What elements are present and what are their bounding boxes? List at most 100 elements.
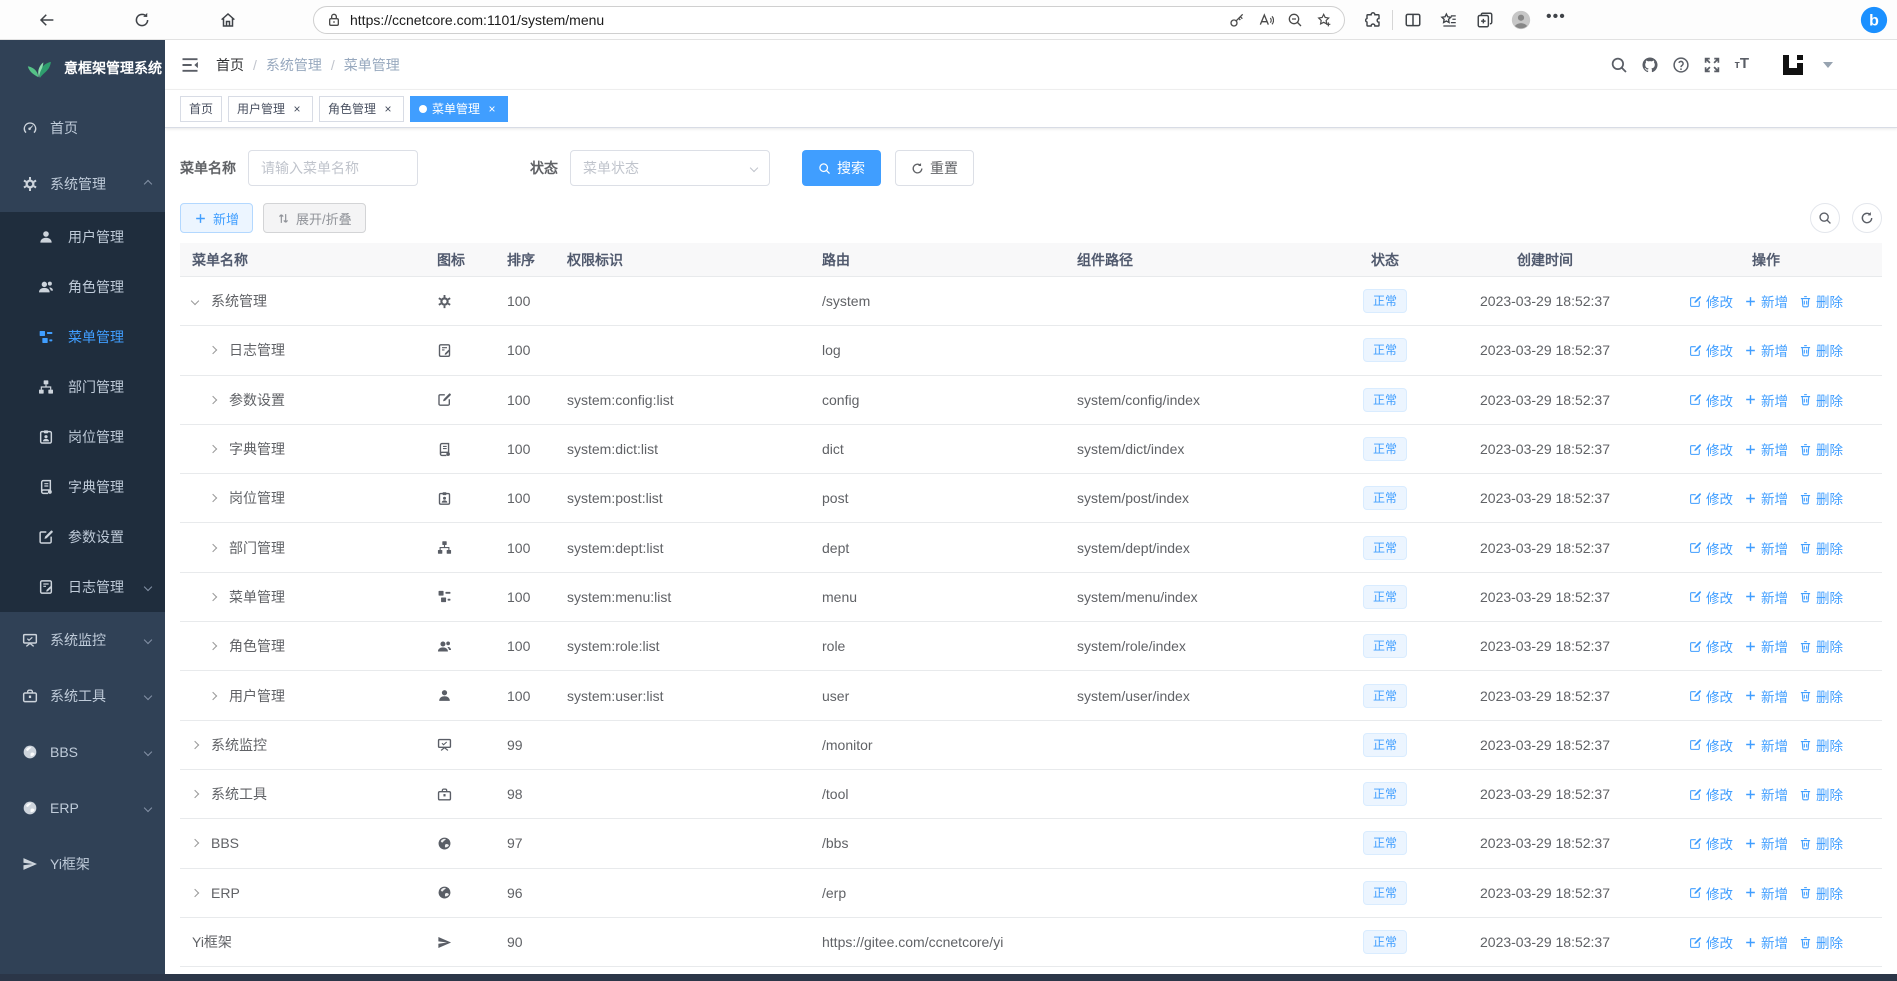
reset-button[interactable]: 重置: [895, 150, 974, 186]
read-aloud-icon[interactable]: [1258, 12, 1274, 28]
sidebar-item-menus[interactable]: 菜单管理: [0, 312, 165, 362]
add-link[interactable]: 新增: [1744, 636, 1788, 656]
sidebar-item-roles[interactable]: 角色管理: [0, 262, 165, 312]
sidebar-item-bbs[interactable]: BBS: [0, 724, 165, 780]
delete-link[interactable]: 删除: [1799, 686, 1843, 706]
expand-arrow[interactable]: [190, 789, 211, 799]
delete-link[interactable]: 删除: [1799, 390, 1843, 410]
split-screen-icon[interactable]: [1404, 11, 1422, 29]
github-icon[interactable]: [1641, 56, 1659, 74]
back-icon[interactable]: [38, 11, 56, 29]
edit-link[interactable]: 修改: [1689, 587, 1733, 607]
favorites-icon[interactable]: [1440, 11, 1458, 29]
expand-arrow[interactable]: [208, 543, 229, 552]
edit-link[interactable]: 修改: [1689, 932, 1733, 952]
sidebar-item-configs[interactable]: 参数设置: [0, 512, 165, 562]
expand-arrow[interactable]: [190, 839, 211, 848]
sidebar-item-tools[interactable]: 系统工具: [0, 668, 165, 724]
tab-menus[interactable]: 菜单管理 ×: [410, 95, 509, 122]
fullscreen-icon[interactable]: [1703, 56, 1721, 74]
add-link[interactable]: 新增: [1744, 439, 1788, 459]
edit-link[interactable]: 修改: [1689, 439, 1733, 459]
sidebar-item-system[interactable]: 系统管理: [0, 156, 165, 212]
profile-icon[interactable]: [1510, 9, 1532, 31]
delete-link[interactable]: 删除: [1799, 636, 1843, 656]
add-link[interactable]: 新增: [1744, 784, 1788, 804]
breadcrumb-home[interactable]: 首页: [216, 56, 244, 73]
status-select[interactable]: 菜单状态: [570, 150, 770, 186]
edit-link[interactable]: 修改: [1689, 686, 1733, 706]
add-link[interactable]: 新增: [1744, 883, 1788, 903]
collections-icon[interactable]: [1476, 11, 1494, 29]
dropdown-caret-icon[interactable]: [1823, 61, 1833, 68]
add-link[interactable]: 新增: [1744, 340, 1788, 360]
sidebar-item-users[interactable]: 用户管理: [0, 212, 165, 262]
delete-link[interactable]: 删除: [1799, 833, 1843, 853]
add-link[interactable]: 新增: [1744, 587, 1788, 607]
edit-link[interactable]: 修改: [1689, 735, 1733, 755]
search-icon[interactable]: [1610, 56, 1628, 74]
url-text[interactable]: https://ccnetcore.com:1101/system/menu: [350, 12, 605, 28]
expand-arrow[interactable]: [208, 641, 229, 651]
delete-link[interactable]: 删除: [1799, 488, 1843, 508]
close-icon[interactable]: ×: [293, 101, 301, 116]
expand-arrow[interactable]: [190, 888, 211, 897]
expand-arrow[interactable]: [208, 444, 229, 454]
delete-link[interactable]: 删除: [1799, 735, 1843, 755]
delete-link[interactable]: 删除: [1799, 932, 1843, 952]
sidebar-item-logs[interactable]: 日志管理: [0, 562, 165, 612]
breadcrumb-system[interactable]: 系统管理: [265, 56, 322, 73]
tab-roles[interactable]: 角色管理 ×: [319, 95, 405, 122]
zoom-out-icon[interactable]: [1287, 12, 1303, 28]
home-icon[interactable]: [219, 11, 237, 29]
edit-link[interactable]: 修改: [1689, 340, 1733, 360]
menu-name-input[interactable]: [248, 150, 418, 186]
delete-link[interactable]: 删除: [1799, 784, 1843, 804]
edit-link[interactable]: 修改: [1689, 390, 1733, 410]
edit-link[interactable]: 修改: [1689, 291, 1733, 311]
add-link[interactable]: 新增: [1744, 833, 1788, 853]
key-icon[interactable]: [1229, 12, 1245, 28]
collapse-sidebar-icon[interactable]: [180, 55, 200, 75]
tab-users[interactable]: 用户管理 ×: [228, 95, 314, 122]
favorite-add-icon[interactable]: [1316, 12, 1332, 28]
edit-link[interactable]: 修改: [1689, 538, 1733, 558]
sidebar-item-erp[interactable]: ERP: [0, 780, 165, 836]
delete-link[interactable]: 删除: [1799, 538, 1843, 558]
breadcrumb-menu[interactable]: 菜单管理: [343, 56, 400, 73]
add-button[interactable]: 新增: [180, 203, 254, 233]
add-link[interactable]: 新增: [1744, 538, 1788, 558]
sidebar-item-monitor[interactable]: 系统监控: [0, 612, 165, 668]
expand-arrow[interactable]: [208, 494, 229, 503]
add-link[interactable]: 新增: [1744, 735, 1788, 755]
refresh-table-button[interactable]: [1852, 203, 1882, 233]
bing-chat-icon[interactable]: b: [1859, 5, 1889, 35]
font-size-icon[interactable]: тT: [1734, 55, 1749, 72]
expand-collapse-button[interactable]: 展开/折叠: [263, 203, 366, 233]
delete-link[interactable]: 删除: [1799, 439, 1843, 459]
refresh-icon[interactable]: [133, 11, 151, 29]
add-link[interactable]: 新增: [1744, 291, 1788, 311]
expand-arrow[interactable]: [208, 691, 229, 700]
delete-link[interactable]: 删除: [1799, 587, 1843, 607]
address-bar[interactable]: https://ccnetcore.com:1101/system/menu: [313, 6, 1345, 34]
help-icon[interactable]: [1672, 56, 1690, 74]
close-icon[interactable]: ×: [384, 101, 392, 116]
edit-link[interactable]: 修改: [1689, 833, 1733, 853]
edit-link[interactable]: 修改: [1689, 488, 1733, 508]
add-link[interactable]: 新增: [1744, 932, 1788, 952]
edit-link[interactable]: 修改: [1689, 784, 1733, 804]
add-link[interactable]: 新增: [1744, 686, 1788, 706]
search-button[interactable]: 搜索: [802, 150, 881, 186]
edit-link[interactable]: 修改: [1689, 883, 1733, 903]
toggle-search-button[interactable]: [1810, 203, 1840, 233]
extensions-icon[interactable]: [1364, 11, 1382, 29]
sidebar-item-yi-framework[interactable]: Yi框架: [0, 836, 165, 892]
expand-arrow[interactable]: [190, 296, 211, 306]
expand-arrow[interactable]: [208, 395, 229, 404]
sidebar-item-depts[interactable]: 部门管理: [0, 362, 165, 412]
tab-home[interactable]: 首页: [180, 95, 223, 122]
close-icon[interactable]: ×: [488, 101, 496, 116]
sidebar-item-posts[interactable]: 岗位管理: [0, 412, 165, 462]
add-link[interactable]: 新增: [1744, 390, 1788, 410]
